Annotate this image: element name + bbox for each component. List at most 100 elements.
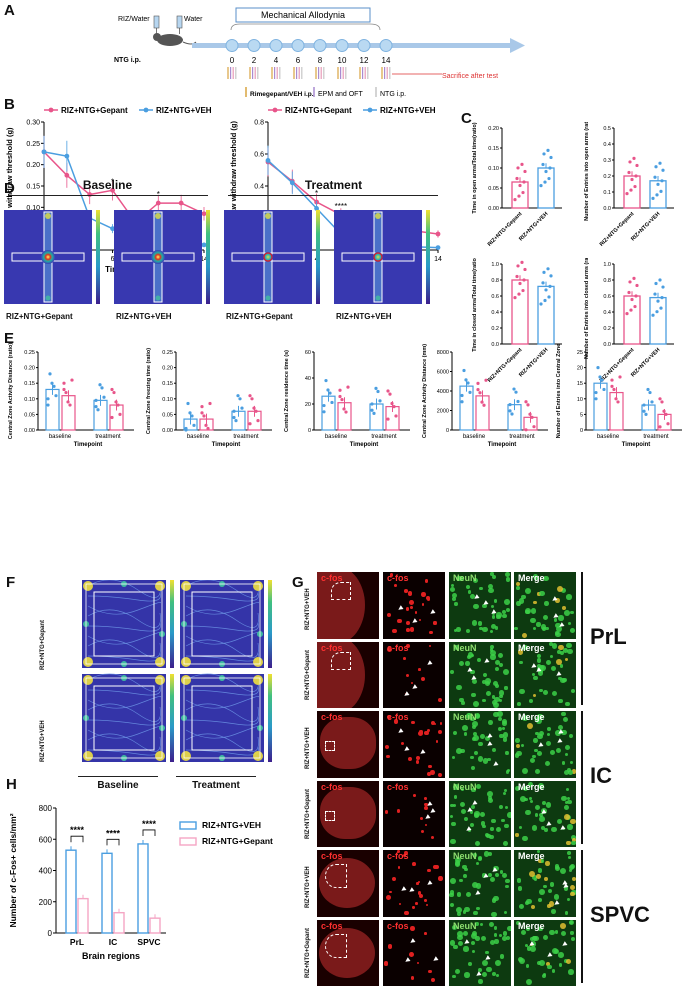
data-dot	[664, 412, 668, 416]
neun-cell	[450, 815, 454, 819]
merged-cell	[543, 689, 549, 695]
day-label: 0	[230, 56, 235, 65]
y-axis-label: Number of Entries into closed arms (rati…	[584, 258, 590, 359]
merged-cell	[521, 594, 526, 600]
colorbar	[268, 580, 272, 668]
neun-cell	[474, 840, 481, 847]
neun-cell	[459, 661, 465, 667]
data-point	[64, 153, 70, 159]
f-col-baseline: Baseline	[97, 780, 139, 791]
neun-cell	[472, 700, 479, 707]
bar	[77, 897, 89, 934]
significance-bracket	[142, 829, 156, 836]
data-dot	[651, 196, 655, 200]
y-tick-label: 0.15	[162, 381, 173, 387]
data-dot	[666, 422, 670, 426]
data-dot	[232, 409, 236, 413]
merged-cell	[550, 882, 555, 887]
roi-outline	[331, 651, 351, 670]
trajectory	[87, 686, 161, 696]
neun-cell	[482, 627, 488, 633]
corner-hotspot	[253, 581, 263, 591]
data-dot	[602, 387, 606, 392]
d-label-4: RIZ+NTG+VEH	[336, 312, 392, 321]
data-dot	[372, 411, 376, 415]
cfos-cell	[402, 656, 406, 660]
merged-cell	[536, 622, 541, 627]
colorbar	[206, 210, 210, 304]
data-point	[289, 180, 295, 186]
arrowhead-icon: ◀	[426, 660, 434, 668]
data-dot	[94, 405, 98, 409]
data-dot	[543, 180, 547, 184]
cfos-cell	[417, 891, 422, 895]
merged-cell	[567, 648, 573, 655]
merged-cell	[531, 672, 536, 677]
data-dot	[658, 278, 662, 282]
data-point	[41, 149, 47, 155]
merged-cell	[570, 610, 574, 615]
merged-cell	[529, 617, 536, 624]
merged-cell	[530, 905, 535, 909]
data-dot	[654, 281, 658, 286]
data-dot	[518, 281, 522, 286]
data-dot	[204, 423, 208, 427]
cfos-cell	[424, 898, 427, 902]
merged-cell	[516, 744, 521, 749]
data-dot	[512, 387, 516, 391]
y-tick-label: 0.4	[603, 310, 611, 316]
cfos-cell	[415, 902, 418, 905]
arm-hotspot	[45, 213, 51, 219]
merged-cell	[526, 898, 532, 905]
data-dot	[521, 190, 525, 195]
neun-cell	[492, 680, 498, 686]
trajectory	[87, 580, 161, 598]
data-dot	[52, 384, 56, 388]
cfos-cell	[437, 729, 442, 734]
neun-cell	[472, 734, 479, 741]
bar	[101, 852, 113, 934]
data-dot	[547, 176, 551, 181]
merged-cell	[536, 750, 542, 756]
merged-cell	[523, 787, 527, 791]
legend-label: RIZ+NTG+Gepant	[202, 836, 273, 846]
data-dot	[633, 304, 637, 309]
g-row-label: RIZ+NTG+Gepant	[305, 649, 311, 700]
neun-cell	[490, 654, 496, 660]
arrowhead-icon: ◀	[555, 738, 564, 746]
corner-hotspot	[181, 675, 191, 685]
merged-cell	[536, 874, 541, 880]
cfos-cell	[421, 592, 426, 597]
significance-mark: ****	[70, 825, 85, 835]
cfos-cell	[419, 730, 423, 734]
channel-label: NeuN	[453, 781, 477, 792]
data-dot	[70, 378, 74, 382]
neun-cell	[478, 967, 483, 972]
neun-cell	[481, 679, 487, 685]
arrowhead-icon: ◀	[561, 941, 569, 949]
data-dot	[513, 296, 517, 300]
merged-cell	[536, 666, 541, 671]
data-dot	[661, 285, 665, 289]
neun-cell	[456, 911, 461, 916]
region-label-spvc: SPVC	[590, 901, 650, 927]
y-tick-label: 0.0	[491, 342, 499, 348]
data-dot	[515, 176, 519, 181]
merged-cell	[555, 930, 559, 934]
arrowhead-icon: ◀	[402, 691, 410, 699]
y-tick-label: 0.6	[491, 294, 499, 300]
neun-cell	[499, 699, 503, 703]
data-dot	[326, 388, 330, 392]
y-axis-label: Number of Entries into open arms (ratio)	[584, 122, 590, 221]
mouse-icon	[153, 33, 197, 46]
data-dot	[478, 391, 482, 395]
merged-cell	[546, 659, 552, 666]
panel-letter-c: C	[461, 110, 472, 127]
x-tick-label: treatment	[643, 434, 669, 440]
trajectory	[87, 703, 161, 722]
merged-cell	[563, 805, 569, 810]
data-dot	[62, 381, 66, 385]
merged-cell	[550, 749, 556, 755]
neun-cell	[486, 966, 492, 972]
neun-cell	[460, 748, 465, 754]
